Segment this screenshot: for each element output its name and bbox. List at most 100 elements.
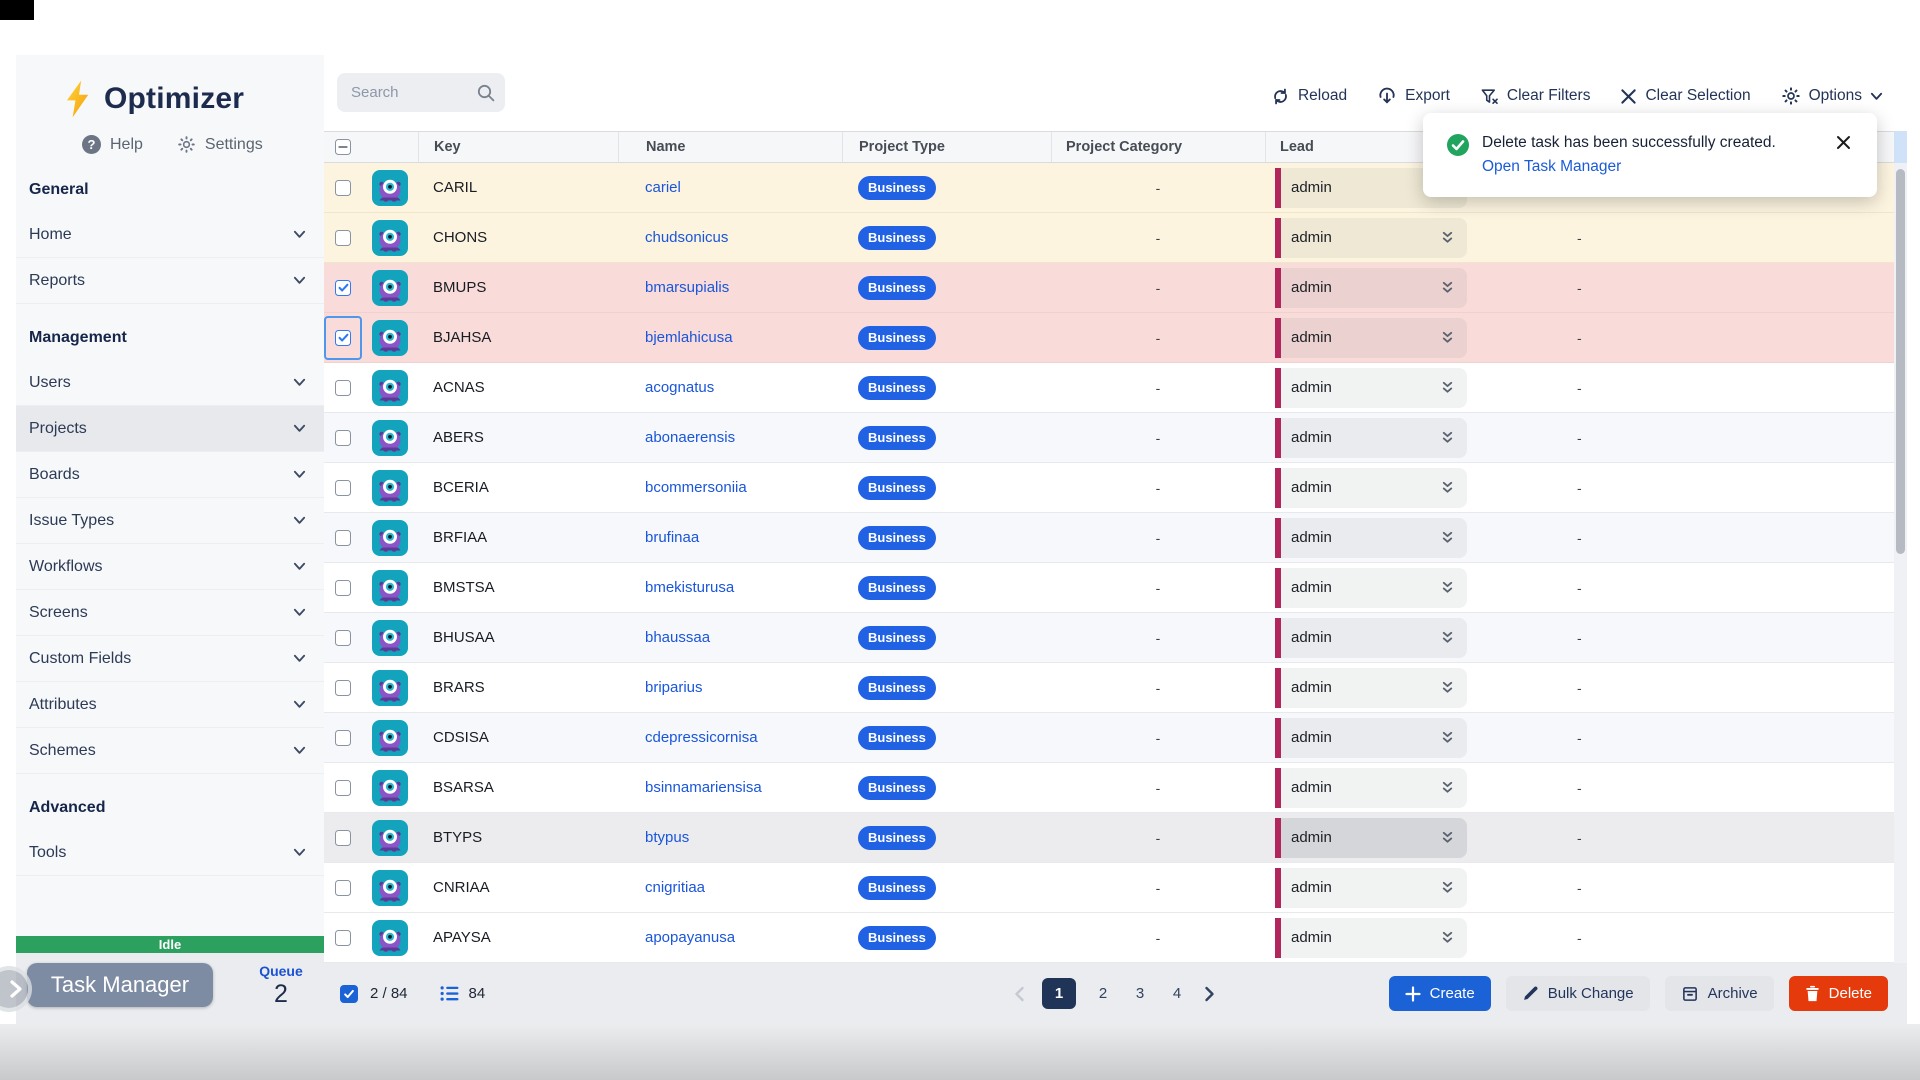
lead-select[interactable]: admin bbox=[1275, 567, 1467, 608]
sidebar-item-boards[interactable]: Boards bbox=[16, 452, 324, 498]
row-checkbox[interactable] bbox=[335, 629, 351, 646]
sidebar-item-home[interactable]: Home bbox=[16, 212, 324, 258]
page-1-button[interactable]: 1 bbox=[1042, 978, 1076, 1009]
clear-selection-label: Clear Selection bbox=[1645, 87, 1751, 104]
drawer-expand-handle[interactable] bbox=[0, 966, 32, 1012]
search-input[interactable] bbox=[337, 73, 505, 112]
project-name-cell: abonaerensis bbox=[618, 429, 842, 447]
export-button[interactable]: Export bbox=[1377, 86, 1450, 106]
sidebar-item-custom-fields[interactable]: Custom Fields bbox=[16, 636, 324, 682]
clear-selection-button[interactable]: Clear Selection bbox=[1620, 87, 1751, 105]
delete-button[interactable]: Delete bbox=[1788, 976, 1888, 1011]
row-checkbox[interactable] bbox=[335, 829, 351, 846]
help-button[interactable]: ? Help bbox=[82, 135, 143, 154]
project-name-link[interactable]: cariel bbox=[645, 178, 681, 196]
lead-select[interactable]: admin bbox=[1275, 317, 1467, 358]
project-name-link[interactable]: acognatus bbox=[645, 378, 715, 396]
reload-button[interactable]: Reload bbox=[1271, 87, 1347, 106]
sidebar-item-attributes[interactable]: Attributes bbox=[16, 682, 324, 728]
row-checkbox[interactable] bbox=[335, 579, 351, 596]
lead-select[interactable]: admin bbox=[1275, 717, 1467, 758]
project-name-link[interactable]: bsinnamariensisa bbox=[645, 778, 762, 796]
lead-select[interactable]: admin bbox=[1275, 417, 1467, 458]
row-checkbox[interactable] bbox=[335, 229, 351, 246]
page-4-button[interactable]: 4 bbox=[1172, 985, 1182, 1002]
row-checkbox[interactable] bbox=[335, 529, 351, 546]
lead-select[interactable]: admin bbox=[1275, 367, 1467, 408]
project-type-cell: Business bbox=[842, 625, 1051, 650]
open-task-manager-link[interactable]: Open Task Manager bbox=[1482, 158, 1622, 175]
project-name-link[interactable]: bcommersoniia bbox=[645, 478, 747, 496]
project-name-link[interactable]: btypus bbox=[645, 828, 690, 846]
sidebar-item-issue-types[interactable]: Issue Types bbox=[16, 498, 324, 544]
lead-select[interactable]: admin bbox=[1275, 817, 1467, 858]
lead-select[interactable]: admin bbox=[1275, 467, 1467, 508]
row-checkbox[interactable] bbox=[335, 679, 351, 696]
lead-select[interactable]: admin bbox=[1275, 517, 1467, 558]
lead-select[interactable]: admin bbox=[1275, 617, 1467, 658]
project-type-badge: Business bbox=[858, 575, 936, 600]
select-all-checkbox[interactable] bbox=[335, 139, 351, 155]
settings-button[interactable]: Settings bbox=[177, 135, 263, 154]
extra-column-value: - bbox=[1577, 579, 1582, 596]
project-name-link[interactable]: bjemlahicusa bbox=[645, 328, 733, 346]
row-checkbox[interactable] bbox=[335, 779, 351, 796]
next-page-button[interactable] bbox=[1204, 986, 1215, 1002]
sidebar-item-label: Issue Types bbox=[29, 511, 115, 529]
project-category-value: - bbox=[1155, 229, 1161, 246]
row-checkbox[interactable] bbox=[335, 729, 351, 746]
project-name-link[interactable]: cdepressicornisa bbox=[645, 728, 758, 746]
extra-column-value: - bbox=[1577, 229, 1582, 246]
project-name-link[interactable]: chudsonicus bbox=[645, 228, 729, 246]
lead-select[interactable]: admin bbox=[1275, 917, 1467, 958]
close-icon[interactable] bbox=[1836, 135, 1851, 150]
bulk-change-button[interactable]: Bulk Change bbox=[1505, 976, 1650, 1011]
sidebar-item-tools[interactable]: Tools bbox=[16, 830, 324, 876]
project-name-link[interactable]: cnigritiaa bbox=[645, 878, 706, 896]
project-name-link[interactable]: bmekisturusa bbox=[645, 578, 735, 596]
task-manager-button[interactable]: Task Manager bbox=[27, 963, 213, 1007]
page-3-button[interactable]: 3 bbox=[1135, 985, 1145, 1002]
lead-cell: admin bbox=[1265, 217, 1497, 258]
project-category-value: - bbox=[1155, 829, 1161, 846]
sidebar-item-users[interactable]: Users bbox=[16, 360, 324, 406]
project-name-link[interactable]: bmarsupialis bbox=[645, 278, 730, 296]
row-checkbox[interactable] bbox=[335, 279, 351, 296]
lead-select[interactable]: admin bbox=[1275, 767, 1467, 808]
page-2-button[interactable]: 2 bbox=[1098, 985, 1108, 1002]
project-name-link[interactable]: briparius bbox=[645, 678, 703, 696]
project-name-link[interactable]: bhaussaa bbox=[645, 628, 711, 646]
row-checkbox[interactable] bbox=[335, 879, 351, 896]
lead-select[interactable]: admin bbox=[1275, 217, 1467, 258]
nav-section-header: Advanced bbox=[29, 799, 106, 816]
project-type-badge: Business bbox=[858, 675, 936, 700]
row-checkbox[interactable] bbox=[335, 929, 351, 946]
row-checkbox[interactable] bbox=[335, 329, 351, 346]
extra-column-value: - bbox=[1577, 729, 1582, 746]
vertical-scrollbar[interactable] bbox=[1894, 163, 1907, 963]
project-name-link[interactable]: abonaerensis bbox=[645, 428, 736, 446]
row-checkbox[interactable] bbox=[335, 429, 351, 446]
scrollbar-thumb[interactable] bbox=[1896, 169, 1905, 554]
lead-select[interactable]: admin bbox=[1275, 667, 1467, 708]
create-button[interactable]: Create bbox=[1388, 976, 1491, 1011]
column-header: Project Category bbox=[1051, 132, 1265, 162]
row-checkbox[interactable] bbox=[335, 479, 351, 496]
sidebar-item-projects[interactable]: Projects bbox=[16, 406, 324, 452]
project-name-link[interactable]: brufinaa bbox=[645, 528, 700, 546]
lead-value: admin bbox=[1291, 379, 1332, 396]
project-name-link[interactable]: apopayanusa bbox=[645, 928, 736, 946]
lead-select[interactable]: admin bbox=[1275, 867, 1467, 908]
sidebar-item-workflows[interactable]: Workflows bbox=[16, 544, 324, 590]
lead-select[interactable]: admin bbox=[1275, 267, 1467, 308]
archive-button[interactable]: Archive bbox=[1664, 976, 1774, 1011]
row-checkbox[interactable] bbox=[335, 179, 351, 196]
sidebar-item-reports[interactable]: Reports bbox=[16, 258, 324, 304]
row-checkbox[interactable] bbox=[335, 379, 351, 396]
selected-count: 2 / 84 bbox=[370, 985, 408, 1002]
sidebar-item-screens[interactable]: Screens bbox=[16, 590, 324, 636]
prev-page-button[interactable] bbox=[1014, 986, 1025, 1002]
sidebar-item-schemes[interactable]: Schemes bbox=[16, 728, 324, 774]
clear-filters-button[interactable]: Clear Filters bbox=[1480, 87, 1590, 106]
options-button[interactable]: Options bbox=[1781, 86, 1883, 106]
